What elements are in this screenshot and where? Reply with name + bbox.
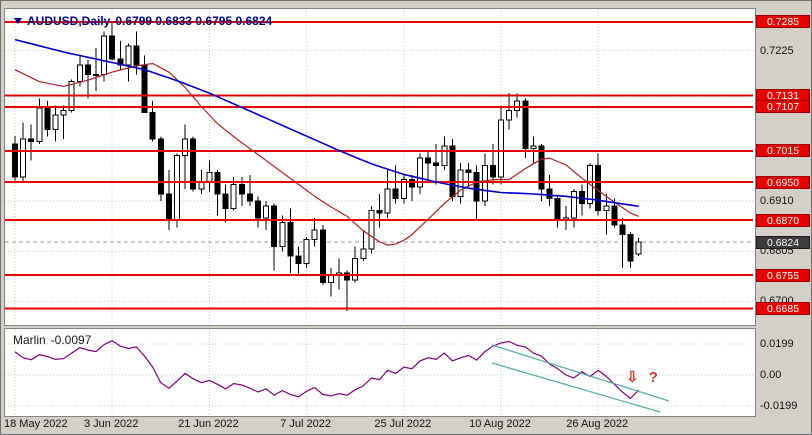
price-level-label: 0.7285 [756,15,810,28]
marlin-scale-label: 0.0199 [760,337,794,350]
symbol-period-label: AUDUSD,Daily [27,14,111,28]
date-label: 3 Jun 2022 [83,418,139,430]
price-level-label: 0.6685 [756,302,810,315]
price-grid-label: 0.6910 [760,195,794,208]
indicator-name: Marlin [13,333,46,347]
price-grid-label: 0.7225 [760,44,794,57]
marlin-indicator-panel[interactable]: Marlin -0.0097 [4,328,756,417]
price-chart-panel[interactable]: AUDUSD,Daily 0.6799 0.6833 0.6795 0.6824 [4,8,756,326]
time-axis[interactable]: 18 May 2022 3 Jun 2022 21 Jun 2022 7 Jul 20… [1,415,811,434]
date-label: 7 Jul 2022 [280,418,331,430]
ohlc-values: 0.6799 0.6833 0.6795 0.6824 [115,14,273,28]
date-label: 10 Aug 2022 [469,418,531,430]
marlin-scale-label: -0.0199 [760,399,798,412]
price-level-label: 0.6950 [756,176,810,189]
marlin-canvas[interactable] [5,329,753,414]
price-scale[interactable]: 0.72250.69100.68050.67000.01990.00-0.019… [755,1,811,415]
price-level-label: 0.7131 [756,89,810,102]
price-level-label: 0.7107 [756,100,810,113]
chart-symbol-icon [14,18,22,24]
date-label: 26 Aug 2022 [566,418,629,430]
price-chart-canvas[interactable] [5,9,753,323]
chart-ohlc-header: AUDUSD,Daily 0.6799 0.6833 0.6795 0.6824 [14,14,272,28]
price-level-label: 0.6755 [756,269,810,282]
price-level-label: 0.6870 [756,214,810,227]
price-level-label: 0.7015 [756,144,810,157]
down-arrow-annotation: ⇩ ? [626,369,661,386]
current-price-label: 0.6824 [756,236,810,249]
date-label: 18 May 2022 [4,418,68,430]
date-label: 21 Jun 2022 [178,418,239,430]
indicator-value: -0.0097 [50,333,92,347]
marlin-scale-label: 0.00 [760,368,782,381]
indicator-header: Marlin -0.0097 [13,333,91,347]
date-label: 25 Jul 2022 [374,418,432,430]
